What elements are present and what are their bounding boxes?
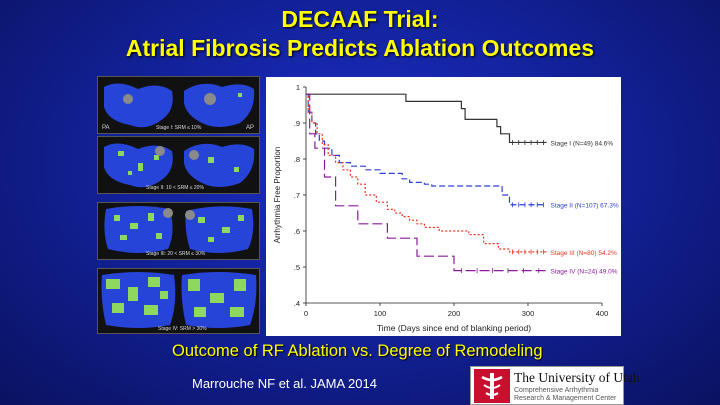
view-label-pa: PA — [102, 125, 110, 131]
slide-title-line2: Atrial Fibrosis Predicts Ablation Outcom… — [125, 35, 595, 61]
y-tick-label: .5 — [294, 263, 300, 272]
view-label-ap: AP — [246, 125, 254, 131]
stage-2-caption: Stage II: 10 < SRM ≤ 20% — [146, 185, 204, 191]
stage-3-lge-image: Stage III: 20 < SRM ≤ 30% — [97, 202, 260, 260]
kaplan-meier-chart: .4 .5 .6 .7 .8 .9 1 0 100 200 300 400 Time (Days sin… — [266, 77, 621, 336]
caduceus-icon — [474, 369, 510, 403]
stage-iv-survival-curve — [306, 93, 547, 272]
stage-3-caption: Stage III: 20 < SRM ≤ 30% — [146, 251, 206, 257]
y-tick-label: .9 — [294, 119, 300, 128]
stage-iii-label: Stage III (N=80) 54.2% — [551, 250, 618, 257]
stage-1-caption: Stage I: SRM ≤ 10% — [156, 125, 202, 131]
stage-iv-label: Stage IV (N=24) 49.0% — [551, 269, 618, 276]
stage-ii-label: Stage II (N=107) 67.3% — [551, 203, 619, 210]
logo-university-name: The University of Utah — [514, 370, 640, 385]
logo-center-line2: Research & Management Center — [514, 395, 617, 402]
kaplan-meier-svg: .4 .5 .6 .7 .8 .9 1 0 100 200 300 400 Time (Days sin… — [273, 83, 619, 333]
logo-center-line1: Comprehensive Arrhythmia — [514, 387, 599, 394]
stage-4-caption: Stage IV: SRM > 30% — [158, 326, 207, 332]
stage-2-lge-image: Stage II: 10 < SRM ≤ 20% — [97, 136, 260, 194]
stage-i-survival-curve — [306, 93, 547, 144]
university-logo: The University of Utah Comprehensive Arr… — [470, 366, 640, 405]
y-tick-label: .8 — [294, 155, 300, 164]
slide-title-line1: DECAAF Trial: — [281, 6, 439, 32]
logo-center-name: Comprehensive Arrhythmia Research & Mana… — [514, 387, 616, 403]
slide-subtitle: Outcome of RF Ablation vs. Degree of Rem… — [172, 342, 543, 360]
x-axis-label: Time (Days since end of blanking period) — [377, 323, 531, 333]
y-tick-label: .6 — [294, 227, 300, 236]
x-tick-label: 300 — [522, 309, 535, 318]
x-tick-label: 400 — [596, 309, 609, 318]
stage-ii-survival-curve — [306, 93, 547, 206]
y-tick-label: .4 — [294, 299, 300, 308]
x-tick-label: 200 — [448, 309, 461, 318]
x-tick-label: 0 — [304, 309, 308, 318]
stage-4-lge-image: Stage IV: SRM > 30% — [97, 268, 260, 334]
citation: Marrouche NF et al. JAMA 2014 — [192, 376, 377, 391]
y-tick-label: 1 — [296, 83, 300, 92]
x-tick-label: 100 — [374, 309, 387, 318]
y-axis-label: Arrhythmia Free Proportion — [273, 147, 282, 243]
stage-1-lge-image: PA AP Stage I: SRM ≤ 10% — [97, 76, 260, 134]
stage-iii-survival-curve — [306, 93, 547, 253]
stage-i-label: Stage I (N=49) 84.6% — [551, 140, 614, 147]
y-tick-label: .7 — [294, 191, 300, 200]
